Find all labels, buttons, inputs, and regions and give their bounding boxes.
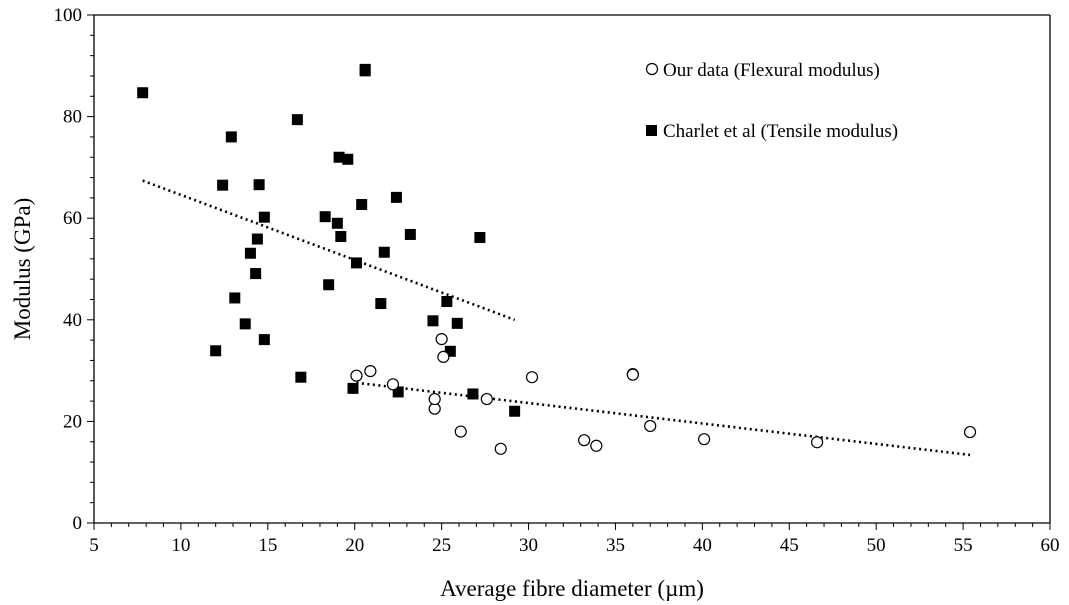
axes [93,14,1051,524]
x-tick-labels: 5 10 15 20 25 30 35 40 45 50 55 60 [89,535,1059,556]
y-tick-label: 60 [63,208,82,229]
x-tick-label: 55 [954,535,973,556]
y-tick-label: 80 [63,107,82,128]
data-point-circle [810,436,824,449]
data-point-square [323,279,335,291]
data-point-square [378,246,390,258]
data-point-circle [626,368,639,381]
x-tick-label: 25 [432,535,451,556]
data-point-square [217,179,229,191]
data-point-circle [698,433,711,446]
data-point-square [359,63,371,75]
data-point-square [375,298,387,310]
data-point-circle [364,365,377,378]
y-tick-label: 0 [73,513,83,534]
data-point-square [258,334,270,346]
x-tick-label: 40 [693,535,712,556]
data-point-square [331,217,343,229]
x-tick-label: 60 [1041,535,1060,556]
x-axis-title: Average fibre diameter (µm) [440,576,704,601]
data-point-square [467,388,479,400]
data-point-square [244,247,256,259]
legend-label-charlet: Charlet et al (Tensile modulus) [663,121,898,142]
data-point-square [253,179,265,191]
data-point-square [239,318,251,330]
data-point-square [390,191,402,203]
x-tick-label: 35 [606,535,625,556]
y-tick-label: 40 [63,310,82,331]
data-point-square [509,405,521,417]
x-tick-label: 30 [519,535,538,556]
data-point-circle [525,371,539,384]
x-tick-label: 20 [345,535,364,556]
data-point-square [291,114,303,126]
data-point-circle [644,419,657,433]
data-point-circle [437,350,450,363]
data-point-square [474,232,486,244]
data-point-square [333,151,345,163]
data-point-circle [578,434,591,447]
data-point-square [258,211,270,223]
x-tick-label: 45 [780,535,799,556]
y-tick-labels: 0 20 40 60 80 100 [54,5,83,534]
data-point-circle [350,369,363,382]
x-tick-label: 5 [89,535,99,556]
data-point-square [250,268,262,280]
data-point-circle [386,378,400,391]
data-point-square [229,292,241,304]
data-point-square [451,317,463,329]
data-point-circle [494,442,507,455]
data-point-square [137,87,149,99]
data-point-circle [454,425,467,438]
trendline-series-1 [142,179,516,322]
data-point-square [347,382,359,394]
legend-marker-filled-square [646,125,657,136]
data-point-square [210,345,222,357]
data-point-circle [590,439,603,452]
y-tick-label: 20 [63,411,82,432]
data-point-square [404,228,416,240]
trendline-layer [142,179,971,457]
y-axis-title: Modulus (GPa) [10,198,35,340]
data-point-square [392,386,404,398]
y-tick-label: 100 [54,5,83,26]
legend-marker-open-circle [645,62,659,76]
data-points-layer [137,63,977,455]
data-point-square [251,233,263,245]
data-point-circle [435,333,448,346]
data-point-square [441,296,453,308]
trendline-series-0 [356,381,971,457]
data-point-circle [480,392,493,406]
data-point-square [225,131,237,143]
data-point-square [342,153,354,165]
x-tick-label: 15 [258,535,277,556]
legend-label-our-data: Our data (Flexural modulus) [663,60,880,81]
data-point-square [335,230,347,242]
legend: Our data (Flexural modulus) Charlet et a… [645,60,898,142]
data-point-square [350,257,362,269]
tick-marks [87,14,1051,530]
data-point-square [444,345,456,357]
x-tick-label: 50 [867,535,886,556]
data-point-square [295,371,307,383]
data-point-circle [963,425,977,439]
data-point-circle [428,392,441,406]
data-point-square [319,211,331,223]
data-point-square [427,315,439,327]
data-point-square [356,198,368,210]
x-tick-label: 10 [171,535,190,556]
